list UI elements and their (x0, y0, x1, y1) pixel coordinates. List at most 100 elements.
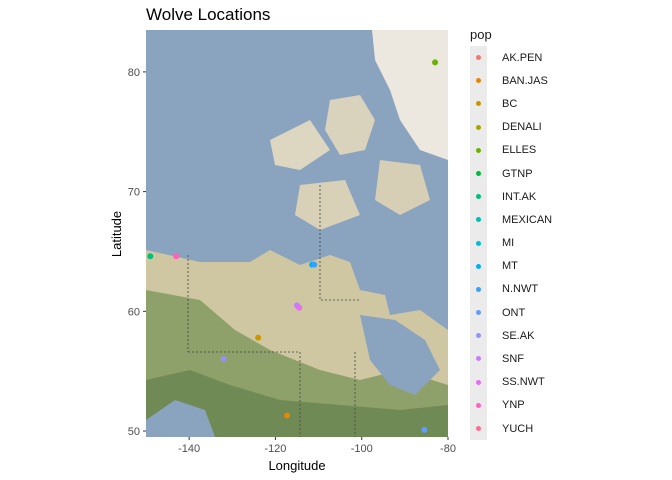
legend-key (470, 370, 487, 394)
legend-key (470, 347, 487, 371)
legend-label: ELLES (502, 144, 537, 157)
legend-dot-icon (476, 240, 481, 246)
legend-key (470, 138, 487, 162)
legend-label: INT.AK (502, 190, 537, 203)
data-point-ban-jas (284, 412, 291, 419)
legend-key (470, 301, 487, 325)
legend-key (470, 92, 487, 116)
x-axis-label: Longitude (268, 458, 325, 473)
hudson-bay (360, 315, 440, 395)
southern-forest (146, 370, 448, 437)
legend-item: BC (470, 92, 552, 116)
y-tick-label: 80 (128, 67, 140, 79)
legend-dot-icon (476, 356, 481, 362)
legend: pop AK.PEN BAN.JAS BC DENALI ELLES GTNP INT.AK… (470, 27, 553, 441)
legend-item: DENALI (470, 115, 552, 139)
y-axis: 50 60 70 80 (128, 67, 146, 438)
legend-dot-icon (476, 55, 481, 60)
legend-dot-icon (476, 170, 481, 176)
legend-item: ELLES (470, 138, 552, 162)
legend-item: SE.AK (470, 324, 552, 348)
legend-label: SNF (502, 353, 524, 366)
legend-item: SNF (470, 347, 552, 371)
legend-label: DENALI (502, 121, 542, 134)
legend-title: pop (470, 27, 492, 42)
legend-dot-icon (476, 402, 481, 408)
legend-dot-icon (476, 124, 481, 130)
legend-key (470, 324, 487, 348)
chart-title: Wolve Locations (146, 5, 271, 24)
y-tick-label: 50 (128, 426, 140, 438)
legend-label: MI (502, 237, 515, 250)
legend-dot-icon (476, 101, 481, 107)
legend-dot-icon (476, 310, 481, 316)
legend-label: MEXICAN (502, 213, 553, 226)
pacific-ocean (146, 400, 215, 437)
legend-label: SS.NWT (502, 376, 545, 389)
data-point-int-ak (147, 253, 154, 260)
data-point-ss-nwt (296, 304, 303, 311)
border-line (319, 185, 360, 301)
legend-item: SS.NWT (470, 370, 552, 394)
legend-item: MI (470, 231, 552, 255)
legend-label: MT (502, 260, 518, 273)
legend-item: GTNP (470, 161, 552, 186)
data-point-se-ak (220, 356, 227, 363)
legend-dot-icon (476, 379, 481, 385)
data-point-elles (432, 59, 439, 66)
legend-item: N.NWT (470, 277, 552, 302)
x-tick-label: -80 (440, 443, 456, 455)
data-point-ont (421, 426, 428, 433)
legend-key (470, 69, 487, 93)
legend-key (470, 115, 487, 139)
data-point-n-nwt (311, 261, 318, 268)
legend-dot-icon (476, 78, 481, 84)
legend-label: SE.AK (502, 329, 535, 342)
legend-item: BAN.JAS (470, 69, 552, 93)
legend-label: AK.PEN (502, 51, 543, 64)
data-point-ynp (173, 253, 180, 260)
x-tick-label: -120 (264, 443, 286, 455)
legend-item: AK.PEN (470, 46, 552, 70)
legend-dot-icon (476, 286, 481, 292)
legend-key (470, 161, 487, 186)
x-tick-label: -140 (178, 443, 200, 455)
legend-item: ONT (470, 301, 552, 325)
legend-dot-icon (476, 217, 481, 223)
legend-item: YNP (470, 393, 552, 417)
data-point-bc (255, 334, 262, 341)
data-points (147, 59, 439, 433)
border-line (188, 351, 301, 437)
legend-label: GTNP (502, 167, 533, 180)
legend-item: MT (470, 254, 552, 278)
y-tick-label: 70 (128, 187, 140, 199)
legend-key (470, 277, 487, 302)
legend-label: BAN.JAS (502, 74, 548, 87)
legend-label: ONT (502, 306, 526, 319)
victoria-island (295, 180, 360, 230)
legend-item: MEXICAN (470, 208, 553, 232)
x-axis: -140 -120 -100 -80 (178, 437, 456, 455)
legend-items: AK.PEN BAN.JAS BC DENALI ELLES GTNP INT.AK MEXI… (470, 46, 553, 441)
legend-key (470, 231, 487, 255)
legend-label: YNP (502, 399, 525, 412)
legend-label: BC (502, 97, 518, 110)
arctic-island (270, 120, 330, 170)
arctic-island (325, 95, 375, 155)
ellesmere-island (372, 30, 448, 160)
legend-dot-icon (476, 194, 481, 200)
legend-item: YUCH (470, 417, 552, 441)
legend-item: INT.AK (470, 185, 552, 209)
basemap (146, 30, 448, 437)
legend-key (470, 185, 487, 209)
legend-dot-icon (476, 263, 481, 269)
legend-key (470, 254, 487, 278)
y-tick-label: 60 (128, 306, 140, 318)
legend-label: YUCH (502, 422, 534, 435)
y-axis-label: Latitude (109, 211, 124, 257)
legend-dot-icon (476, 147, 481, 153)
legend-key (470, 46, 487, 70)
legend-dot-icon (476, 333, 481, 339)
legend-dot-icon (476, 426, 481, 431)
baffin-island (375, 160, 430, 215)
